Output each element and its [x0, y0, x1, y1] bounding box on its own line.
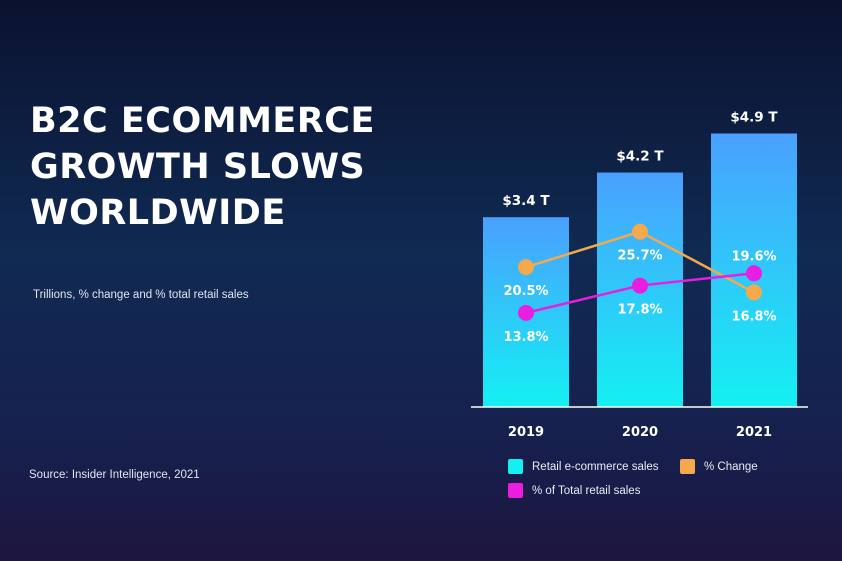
x-tick-2019: 2019 [508, 425, 544, 440]
share-label-2019: 13.8% [503, 330, 548, 345]
legend-swatch-change [680, 459, 695, 474]
bar-label-2021: $4.9 T [730, 109, 778, 125]
chart-subtitle: Trillions, % change and % total retail s… [33, 289, 249, 301]
bar-label-2019: $3.4 T [502, 193, 550, 209]
title-line-3: WORLDWIDE [30, 193, 286, 233]
change-label-2020: 25.7% [617, 249, 662, 264]
legend-label-sales: Retail e-commerce sales [532, 460, 659, 473]
legend-label-share: % of Total retail sales [532, 484, 641, 497]
source-note: Source: Insider Intelligence, 2021 [29, 469, 200, 481]
legend-swatch-share [508, 483, 523, 498]
legend-label-change: % Change [704, 460, 758, 473]
legend-item-share: % of Total retail sales [508, 483, 640, 498]
page-title: B2C ECOMMERCE GROWTH SLOWS WORLDWIDE [30, 98, 430, 236]
share-point-2019 [518, 304, 534, 321]
share-label-2020: 17.8% [617, 303, 662, 318]
legend-item-change: % Change [680, 459, 758, 474]
legend-item-sales: Retail e-commerce sales [508, 459, 659, 474]
bar-label-2020: $4.2 T [616, 149, 664, 165]
change-label-2019: 20.5% [503, 284, 548, 299]
change-point-2021 [746, 284, 762, 301]
x-tick-2020: 2020 [622, 425, 658, 440]
share-point-2021 [746, 265, 762, 282]
change-point-2020 [632, 223, 648, 240]
change-label-2021: 16.8% [731, 309, 776, 324]
title-line-1: B2C ECOMMERCE [30, 101, 375, 141]
legend-swatch-sales [508, 459, 523, 474]
share-label-2021: 19.6% [731, 249, 776, 264]
title-line-2: GROWTH SLOWS [30, 147, 366, 187]
share-point-2020 [632, 277, 648, 294]
x-tick-2021: 2021 [736, 425, 772, 440]
change-point-2019 [518, 259, 534, 276]
